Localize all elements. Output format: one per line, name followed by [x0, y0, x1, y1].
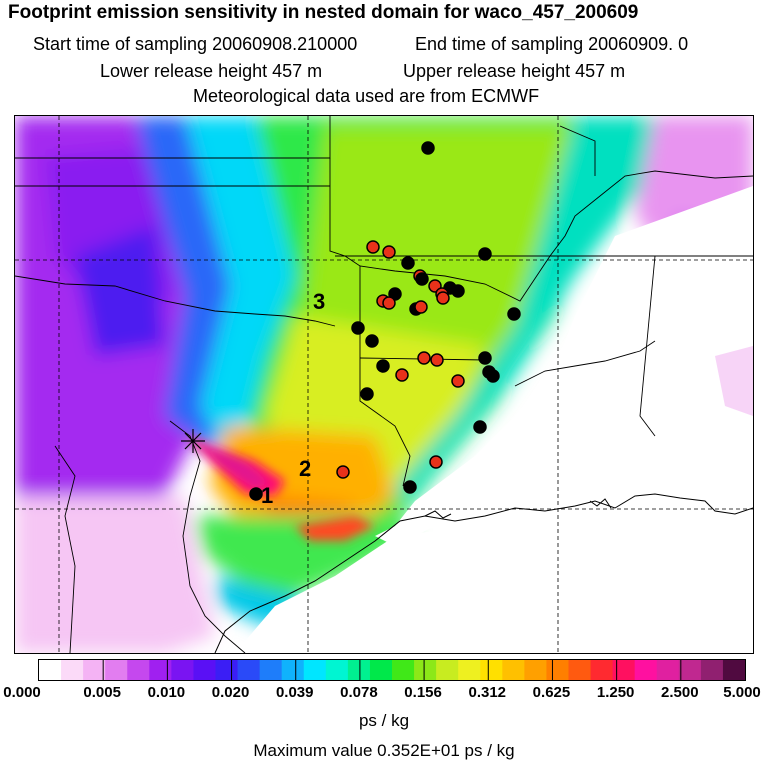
sensitivity-core: [185, 436, 375, 541]
colorbar-segment: [546, 660, 569, 680]
red-dot: [414, 300, 428, 314]
end-time-text: End time of sampling 20060909. 0: [415, 34, 689, 54]
colorbar-svg: [39, 660, 746, 680]
red-dot: [395, 368, 409, 382]
black-dot: [351, 321, 365, 335]
lower-height-text: Lower release height 457 m: [100, 61, 323, 81]
area-label-1: 1: [261, 483, 273, 508]
colorbar-segment: [722, 660, 746, 680]
area-label-2: 2: [299, 456, 311, 481]
colorbar-tick-label: 0.005: [83, 684, 121, 701]
colorbar-segment: [61, 660, 84, 680]
colorbar-tick-label: 2.500: [661, 684, 699, 701]
red-dot: [430, 353, 444, 367]
colorbar-tick-label: 0.010: [147, 684, 186, 701]
sparse-sensitivity-patches: [715, 346, 753, 416]
colorbar-segment: [480, 660, 503, 680]
colorbar: [38, 659, 746, 681]
state-borders: [15, 116, 753, 653]
black-dot: [478, 247, 492, 261]
black-dot: [376, 359, 390, 373]
coastline: [214, 493, 753, 653]
colorbar-tick-label: 0.312: [468, 684, 507, 701]
colorbar-segment: [149, 660, 172, 680]
area-label-3: 3: [313, 289, 325, 314]
colorbar-segment: [678, 660, 702, 680]
colorbar-tick-labels: 0.000 0.005 0.010 0.020 0.039 0.078 0.156 0.312…: [0, 684, 768, 704]
colorbar-segment: [127, 660, 150, 680]
red-dot: [417, 351, 431, 365]
colorbar-segment: [436, 660, 459, 680]
colorbar-tick-label: 0.020: [211, 684, 250, 701]
red-dot: [451, 374, 465, 388]
colorbar-tick-label: 1.250: [596, 684, 635, 701]
colorbar-segment: [39, 660, 62, 680]
black-dot: [249, 487, 263, 501]
colorbar-segment: [171, 660, 194, 680]
map-svg: 1 2 3: [15, 116, 753, 653]
colorbar-segment: [83, 660, 106, 680]
upper-height-text: Upper release height 457 m: [403, 61, 626, 81]
colorbar-tick-label: 5.000: [723, 684, 761, 701]
black-dot: [486, 369, 500, 383]
station-dots: [249, 141, 521, 501]
colorbar-tick-label: 0.156: [404, 684, 442, 701]
colorbar-segment: [259, 660, 283, 680]
colorbar-segment: [524, 660, 547, 680]
footprint-map: 1 2 3: [14, 115, 754, 654]
colorbar-segment: [215, 660, 239, 680]
colorbar-segment: [325, 660, 349, 680]
colorbar-segment: [612, 660, 636, 680]
lat-lon-grid: [15, 116, 753, 653]
red-dot: [382, 296, 396, 310]
colorbar-segment: [590, 660, 614, 680]
colorbar-segment: [303, 660, 327, 680]
met-data-text: Meteorological data used are from ECMWF: [193, 86, 540, 106]
black-dot: [478, 351, 492, 365]
colorbar-tick-label: 0.039: [275, 684, 314, 701]
star-icon: [181, 429, 205, 453]
black-dot: [451, 284, 465, 298]
black-dot: [507, 307, 521, 321]
colorbar-segment: [281, 660, 305, 680]
red-dot: [429, 455, 443, 469]
colorbar-segment: [458, 660, 481, 680]
colorbar-segment: [502, 660, 525, 680]
colorbar-segment: [347, 660, 371, 680]
unit-label: ps / kg: [358, 711, 410, 730]
red-dot: [436, 291, 450, 305]
black-dot: [365, 334, 379, 348]
colorbar-segment: [193, 660, 216, 680]
max-value-label: Maximum value 0.352E+01 ps / kg: [253, 741, 515, 760]
colorbar-segment: [634, 660, 658, 680]
colorbar-segment: [656, 660, 680, 680]
black-dot: [421, 141, 435, 155]
colorbar-tick-label: 0.078: [340, 684, 378, 701]
zero-sensitivity-area: [375, 186, 753, 546]
colorbar-segment: [568, 660, 592, 680]
colorbar-tick-label: 0.625: [532, 684, 571, 701]
figure-title: Footprint emission sensitivity in nested…: [8, 2, 639, 23]
colorbar-segment: [369, 660, 393, 680]
colorbar-segment: [105, 660, 128, 680]
red-dot: [366, 240, 380, 254]
colorbar-segment: [392, 660, 415, 680]
black-dot: [360, 387, 374, 401]
black-dot: [415, 272, 429, 286]
start-time-text: Start time of sampling 20060908.210000: [33, 34, 358, 54]
black-dot: [403, 480, 417, 494]
red-dot: [382, 245, 396, 259]
colorbar-segment: [414, 660, 437, 680]
black-dot: [473, 420, 487, 434]
colorbar-segment: [237, 660, 261, 680]
black-dot: [401, 256, 415, 270]
colorbar-tick-label: 0.000: [3, 684, 41, 701]
zero-sensitivity-south: [235, 506, 753, 653]
colorbar-segment: [700, 660, 724, 680]
red-dot: [336, 465, 350, 479]
